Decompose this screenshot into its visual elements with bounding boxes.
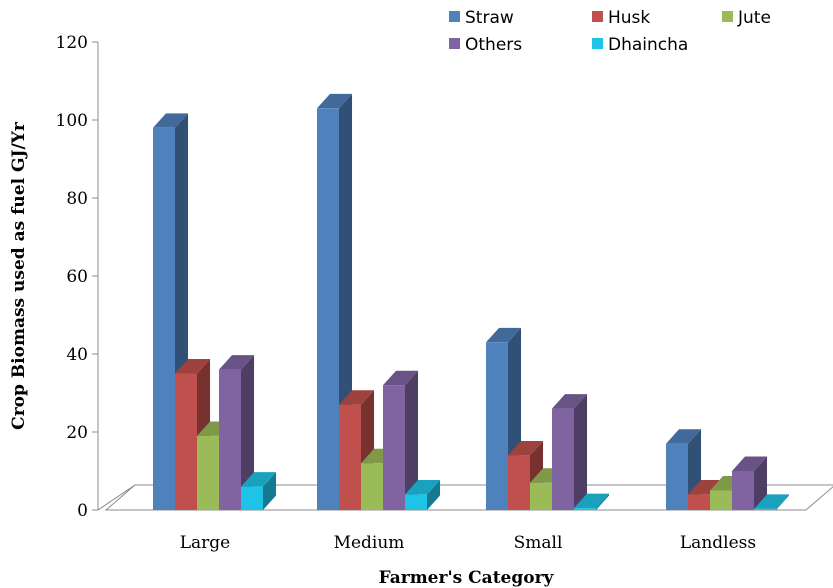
- bar-others-landless: [732, 456, 768, 510]
- x-tick-label: Landless: [680, 533, 756, 553]
- legend-item-straw: Straw: [449, 8, 514, 28]
- x-tick-label: Large: [180, 533, 231, 553]
- bar-front: [219, 369, 241, 510]
- bar-front: [153, 127, 175, 511]
- bar-dhaincha-landless: [754, 494, 790, 510]
- legend-label: Dhaincha: [608, 35, 688, 55]
- bar-top: [383, 370, 419, 386]
- bar-front: [361, 463, 383, 510]
- legend-label: Husk: [608, 8, 650, 28]
- y-tick-labels: 0 20 40 60 80 100 120: [56, 33, 88, 521]
- bar-side: [263, 472, 277, 510]
- bar-front: [574, 508, 596, 510]
- x-tick-labels: Large Medium Small Landless: [180, 533, 756, 553]
- legend-item-dhaincha: Dhaincha: [592, 35, 688, 55]
- bar-front: [530, 482, 552, 510]
- bar-top: [339, 390, 375, 405]
- bar-side: [405, 370, 419, 510]
- bar-top: [486, 327, 522, 343]
- bar-side: [596, 493, 610, 510]
- bar-top: [219, 355, 255, 370]
- bar-top: [405, 479, 441, 495]
- bar-top: [732, 456, 768, 471]
- bar-front: [383, 385, 405, 510]
- bar-front: [405, 494, 427, 510]
- bar-top: [574, 493, 610, 509]
- y-axis-title: Crop Biomass used as fuel GJ/Yr: [9, 121, 29, 430]
- legend-label: Jute: [737, 8, 771, 28]
- bar-front: [486, 342, 508, 510]
- bar-top: [153, 113, 189, 128]
- bar-front: [508, 455, 530, 510]
- y-tick-label: 80: [66, 189, 88, 209]
- bar-side: [427, 479, 441, 510]
- y-tick-label: 40: [66, 345, 88, 365]
- bar-side: [776, 494, 790, 510]
- bar-others-small: [552, 394, 588, 510]
- legend-swatch: [592, 38, 603, 49]
- bar-top: [754, 494, 790, 509]
- bar-top: [241, 472, 277, 487]
- legend-swatch: [592, 11, 603, 22]
- bar-front: [241, 486, 263, 510]
- y-tick-label: 120: [56, 33, 88, 53]
- x-tick-label: Small: [514, 533, 563, 553]
- legend-label: Others: [465, 35, 522, 55]
- bar-front: [552, 408, 574, 510]
- floor-edge: [97, 484, 136, 511]
- bar-front: [688, 494, 710, 510]
- legend-item-others: Others: [449, 35, 522, 55]
- bar-top: [552, 394, 588, 409]
- chart-legend: Straw Husk Jute Others Dhaincha: [449, 8, 771, 55]
- bar-front: [732, 471, 754, 510]
- bar-front: [175, 373, 197, 510]
- bar-dhaincha-small: [574, 493, 610, 510]
- bar-others-medium: [383, 370, 419, 510]
- x-axis-title: Farmer's Category: [379, 568, 555, 588]
- chart-axes: [92, 41, 99, 511]
- y-tick-label: 100: [56, 111, 88, 131]
- bar-side: [754, 456, 768, 510]
- chart-bars: [153, 93, 790, 511]
- legend-swatch: [449, 38, 460, 49]
- bar-front: [339, 404, 361, 510]
- bar-others-large: [219, 355, 255, 510]
- bar-front: [754, 508, 776, 510]
- y-tick-label: 20: [66, 423, 88, 443]
- bar-side: [574, 394, 588, 510]
- bar-front: [197, 435, 219, 510]
- bar-dhaincha-medium: [405, 479, 441, 510]
- bar-top: [175, 359, 211, 374]
- bar-front: [317, 108, 339, 511]
- bar-front: [666, 443, 688, 510]
- y-tick-label: 0: [77, 501, 88, 521]
- legend-swatch: [449, 11, 460, 22]
- bar-side: [241, 355, 255, 510]
- y-tick-label: 60: [66, 267, 88, 287]
- x-tick-label: Medium: [334, 533, 405, 553]
- legend-item-husk: Husk: [592, 8, 650, 28]
- bar-top: [666, 429, 702, 444]
- legend-item-jute: Jute: [722, 8, 771, 28]
- bar-top: [688, 479, 724, 495]
- legend-label: Straw: [465, 8, 514, 28]
- bar-top: [317, 93, 353, 109]
- legend-swatch: [722, 11, 733, 22]
- bar-front: [710, 490, 732, 510]
- bar-dhaincha-large: [241, 472, 277, 510]
- bar-top: [508, 440, 544, 456]
